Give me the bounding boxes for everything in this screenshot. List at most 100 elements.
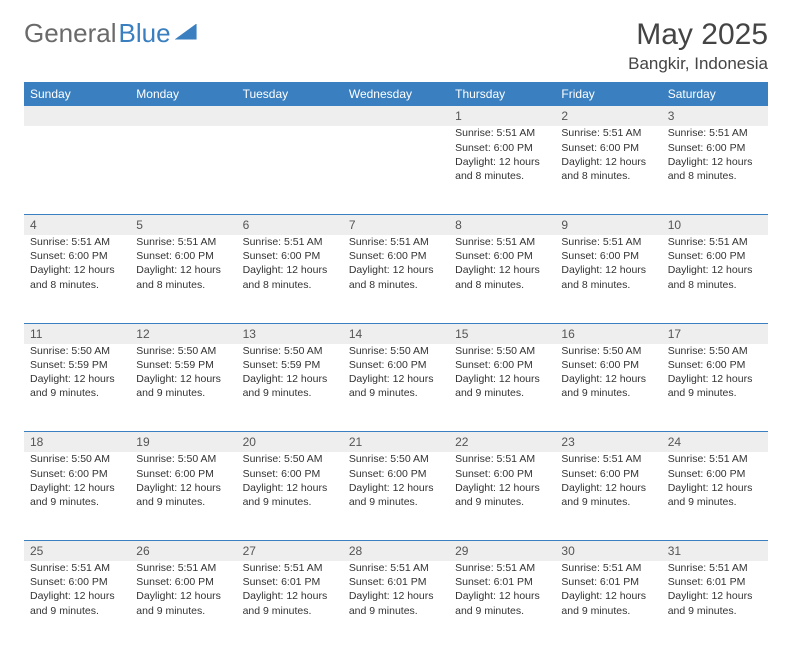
sunset-text: Sunset: 6:00 PM — [455, 358, 549, 372]
day-cell: Sunrise: 5:50 AMSunset: 6:00 PMDaylight:… — [449, 344, 555, 432]
sunset-text: Sunset: 6:00 PM — [561, 249, 655, 263]
day-number: 17 — [662, 323, 768, 344]
sunrise-text: Sunrise: 5:51 AM — [30, 561, 124, 575]
sunset-text: Sunset: 6:00 PM — [30, 249, 124, 263]
sunrise-text: Sunrise: 5:50 AM — [30, 452, 124, 466]
sunrise-text: Sunrise: 5:51 AM — [455, 126, 549, 140]
daylight-text: Daylight: 12 hours and 9 minutes. — [243, 589, 337, 617]
day-number: 4 — [24, 214, 130, 235]
daylight-text: Daylight: 12 hours and 9 minutes. — [561, 589, 655, 617]
logo-triangle-icon — [175, 24, 197, 40]
sunrise-text: Sunrise: 5:50 AM — [243, 452, 337, 466]
sunset-text: Sunset: 6:01 PM — [561, 575, 655, 589]
location-label: Bangkir, Indonesia — [628, 54, 768, 74]
day-number: 16 — [555, 323, 661, 344]
sunrise-text: Sunrise: 5:51 AM — [561, 235, 655, 249]
sunset-text: Sunset: 6:00 PM — [30, 467, 124, 481]
daylight-text: Daylight: 12 hours and 9 minutes. — [30, 372, 124, 400]
weekday-tuesday: Tuesday — [237, 82, 343, 106]
daylight-text: Daylight: 12 hours and 8 minutes. — [668, 155, 762, 183]
calendar-table: SundayMondayTuesdayWednesdayThursdayFrid… — [24, 82, 768, 649]
day-cell: Sunrise: 5:51 AMSunset: 6:00 PMDaylight:… — [130, 235, 236, 323]
sunset-text: Sunset: 6:00 PM — [30, 575, 124, 589]
sunset-text: Sunset: 6:01 PM — [349, 575, 443, 589]
day-cell: Sunrise: 5:50 AMSunset: 6:00 PMDaylight:… — [130, 452, 236, 540]
daylight-text: Daylight: 12 hours and 9 minutes. — [455, 481, 549, 509]
day-cell: Sunrise: 5:51 AMSunset: 6:01 PMDaylight:… — [343, 561, 449, 649]
sunset-text: Sunset: 6:00 PM — [455, 141, 549, 155]
day-number — [130, 106, 236, 126]
sunset-text: Sunset: 6:00 PM — [668, 358, 762, 372]
sunset-text: Sunset: 5:59 PM — [30, 358, 124, 372]
day-number: 31 — [662, 540, 768, 561]
header: GeneralBlue May 2025 Bangkir, Indonesia — [24, 18, 768, 74]
daylight-text: Daylight: 12 hours and 9 minutes. — [243, 481, 337, 509]
day-number: 3 — [662, 106, 768, 126]
day-cell: Sunrise: 5:51 AMSunset: 6:00 PMDaylight:… — [555, 452, 661, 540]
daylight-text: Daylight: 12 hours and 9 minutes. — [455, 589, 549, 617]
daylight-text: Daylight: 12 hours and 9 minutes. — [561, 481, 655, 509]
sunrise-text: Sunrise: 5:51 AM — [243, 235, 337, 249]
month-title: May 2025 — [628, 18, 768, 52]
daylight-text: Daylight: 12 hours and 9 minutes. — [30, 589, 124, 617]
day-cell: Sunrise: 5:51 AMSunset: 6:00 PMDaylight:… — [24, 561, 130, 649]
sunset-text: Sunset: 6:00 PM — [136, 467, 230, 481]
daylight-text: Daylight: 12 hours and 9 minutes. — [136, 589, 230, 617]
daynum-row: 25262728293031 — [24, 540, 768, 561]
day-number: 23 — [555, 432, 661, 453]
daylight-text: Daylight: 12 hours and 8 minutes. — [455, 263, 549, 291]
daylight-text: Daylight: 12 hours and 9 minutes. — [136, 481, 230, 509]
week-row: Sunrise: 5:51 AMSunset: 6:00 PMDaylight:… — [24, 235, 768, 323]
day-cell: Sunrise: 5:51 AMSunset: 6:00 PMDaylight:… — [662, 452, 768, 540]
day-number: 2 — [555, 106, 661, 126]
sunrise-text: Sunrise: 5:50 AM — [136, 344, 230, 358]
sunset-text: Sunset: 6:00 PM — [668, 249, 762, 263]
sunset-text: Sunset: 6:00 PM — [349, 358, 443, 372]
day-cell: Sunrise: 5:50 AMSunset: 6:00 PMDaylight:… — [662, 344, 768, 432]
sunset-text: Sunset: 6:00 PM — [349, 249, 443, 263]
daylight-text: Daylight: 12 hours and 9 minutes. — [455, 372, 549, 400]
daylight-text: Daylight: 12 hours and 9 minutes. — [136, 372, 230, 400]
day-number: 8 — [449, 214, 555, 235]
daylight-text: Daylight: 12 hours and 8 minutes. — [455, 155, 549, 183]
sunset-text: Sunset: 5:59 PM — [243, 358, 337, 372]
day-cell: Sunrise: 5:51 AMSunset: 6:00 PMDaylight:… — [24, 235, 130, 323]
sunset-text: Sunset: 6:01 PM — [243, 575, 337, 589]
sunrise-text: Sunrise: 5:51 AM — [30, 235, 124, 249]
sunset-text: Sunset: 6:00 PM — [136, 249, 230, 263]
sunrise-text: Sunrise: 5:50 AM — [668, 344, 762, 358]
day-number: 19 — [130, 432, 236, 453]
daylight-text: Daylight: 12 hours and 8 minutes. — [561, 263, 655, 291]
daylight-text: Daylight: 12 hours and 9 minutes. — [349, 589, 443, 617]
sunrise-text: Sunrise: 5:50 AM — [349, 452, 443, 466]
weekday-wednesday: Wednesday — [343, 82, 449, 106]
daynum-row: 11121314151617 — [24, 323, 768, 344]
sunrise-text: Sunrise: 5:51 AM — [561, 126, 655, 140]
day-cell: Sunrise: 5:51 AMSunset: 6:00 PMDaylight:… — [449, 452, 555, 540]
sunrise-text: Sunrise: 5:50 AM — [455, 344, 549, 358]
sunrise-text: Sunrise: 5:51 AM — [561, 561, 655, 575]
weekday-header: SundayMondayTuesdayWednesdayThursdayFrid… — [24, 82, 768, 106]
day-cell — [237, 126, 343, 214]
daylight-text: Daylight: 12 hours and 9 minutes. — [668, 372, 762, 400]
sunrise-text: Sunrise: 5:50 AM — [136, 452, 230, 466]
weekday-friday: Friday — [555, 82, 661, 106]
daylight-text: Daylight: 12 hours and 8 minutes. — [349, 263, 443, 291]
sunrise-text: Sunrise: 5:51 AM — [668, 126, 762, 140]
day-cell: Sunrise: 5:51 AMSunset: 6:00 PMDaylight:… — [662, 235, 768, 323]
sunrise-text: Sunrise: 5:51 AM — [349, 561, 443, 575]
day-number — [24, 106, 130, 126]
day-cell: Sunrise: 5:50 AMSunset: 6:00 PMDaylight:… — [24, 452, 130, 540]
day-cell: Sunrise: 5:51 AMSunset: 6:00 PMDaylight:… — [662, 126, 768, 214]
daylight-text: Daylight: 12 hours and 9 minutes. — [668, 481, 762, 509]
daylight-text: Daylight: 12 hours and 8 minutes. — [668, 263, 762, 291]
sunset-text: Sunset: 6:00 PM — [243, 249, 337, 263]
day-cell — [130, 126, 236, 214]
title-block: May 2025 Bangkir, Indonesia — [628, 18, 768, 74]
daynum-row: 123 — [24, 106, 768, 126]
week-row: Sunrise: 5:50 AMSunset: 6:00 PMDaylight:… — [24, 452, 768, 540]
logo-text-gray: General — [24, 18, 117, 49]
sunrise-text: Sunrise: 5:51 AM — [668, 452, 762, 466]
week-row: Sunrise: 5:51 AMSunset: 6:00 PMDaylight:… — [24, 561, 768, 649]
day-number: 11 — [24, 323, 130, 344]
